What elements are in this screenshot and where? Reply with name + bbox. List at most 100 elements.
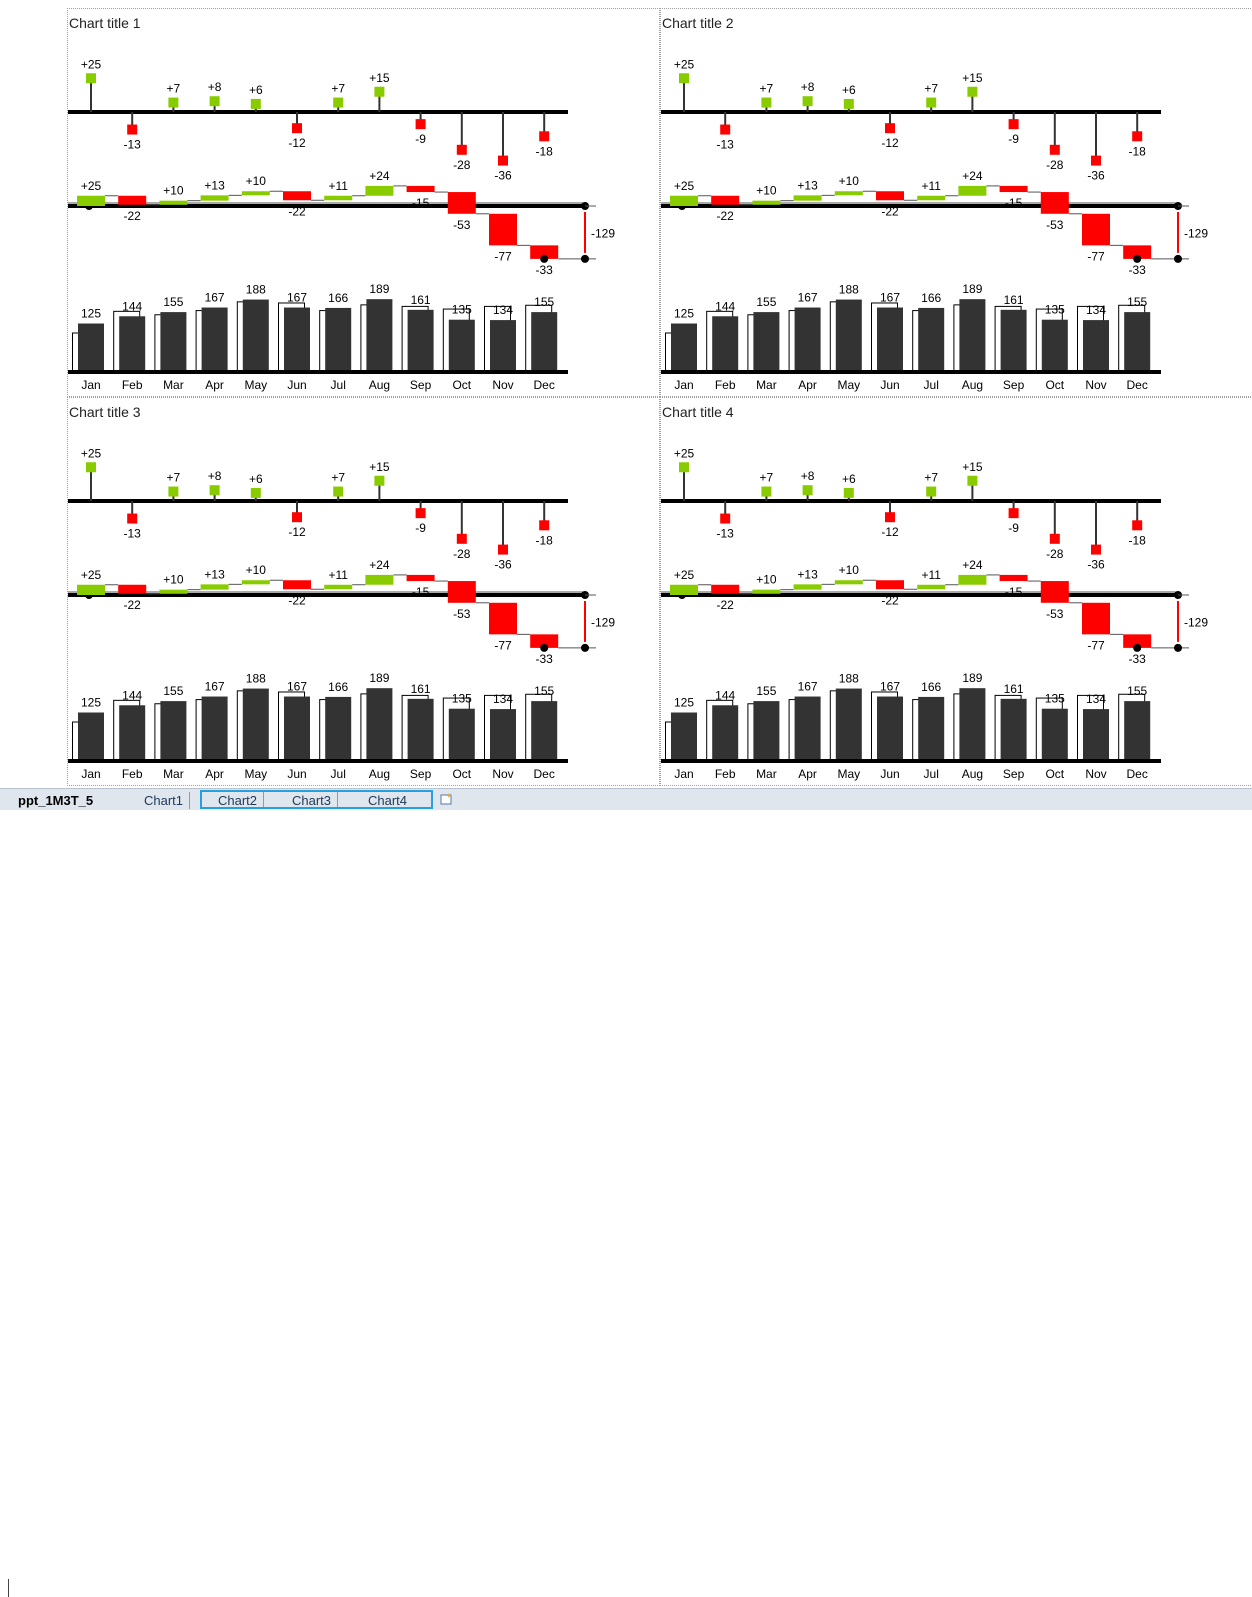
variance-label: +7	[924, 471, 938, 485]
actual-bar	[366, 688, 393, 760]
total-label: -129	[1184, 615, 1208, 629]
variance-label: +15	[962, 71, 983, 85]
cumulative-label: +24	[962, 169, 983, 183]
cumulative-label: -22	[717, 598, 735, 612]
chart-panel-1[interactable]: Chart title 1 +25 -13 +7 +8 +6 -12 +7 +15 -9 -28 -…	[67, 8, 660, 397]
value-label: 144	[122, 688, 142, 702]
month-label: Nov	[492, 378, 513, 392]
variance-marker	[127, 124, 138, 135]
chart-canvas: +25 -13 +7 +8 +6 -12 +7 +15 -9 -28 -36 -18 +25 -22 +10…	[661, 446, 1208, 781]
tab-chart1[interactable]: Chart1	[138, 792, 191, 809]
cumulative-label: -22	[881, 593, 899, 607]
cumulative-bar	[241, 580, 270, 585]
value-label: 166	[921, 680, 941, 694]
variance-label: +7	[167, 471, 181, 485]
tab-chart3[interactable]: Chart3	[286, 792, 339, 809]
variance-marker	[679, 462, 689, 473]
value-label: 167	[798, 291, 818, 305]
total-bottom-dot	[581, 254, 589, 263]
cumulative-label: +24	[369, 558, 390, 572]
variance-marker	[679, 73, 689, 84]
value-label: 166	[921, 291, 941, 305]
cumulative-bar	[200, 195, 229, 201]
month-label: Dec	[534, 767, 555, 781]
variance-label: -18	[1129, 144, 1147, 158]
cumulative-bar	[917, 584, 946, 590]
variance-label: -36	[1087, 558, 1105, 572]
cumulative-label: +10	[246, 563, 267, 577]
cumulative-label: -53	[453, 218, 471, 232]
value-label: 161	[411, 682, 431, 696]
actual-bar	[160, 701, 187, 760]
cumulative-bar	[530, 634, 559, 648]
variance-label: +15	[369, 460, 390, 474]
total-bottom-dot	[581, 643, 589, 652]
value-label: 189	[369, 671, 389, 685]
value-label: 135	[452, 692, 472, 706]
actual-bar	[242, 299, 269, 371]
cumulative-label: -22	[288, 593, 306, 607]
chart-panel-4[interactable]: Chart title 4 +25 -13 +7 +8 +6 -12 +7 +15 -9 -28 -…	[660, 397, 1252, 786]
variance-marker	[86, 462, 96, 473]
cumulative-label: -53	[1046, 218, 1064, 232]
actual-bar	[201, 696, 228, 760]
month-label: Jun	[287, 767, 306, 781]
variance-marker	[209, 485, 220, 496]
cumulative-label: -77	[494, 249, 512, 263]
month-label: May	[837, 378, 860, 392]
variance-marker	[292, 123, 302, 134]
value-label: 161	[1004, 293, 1024, 307]
actual-bar	[284, 696, 310, 760]
value-label: 125	[81, 307, 101, 321]
cumulative-label: -15	[412, 585, 430, 599]
cumulative-bar	[530, 245, 559, 259]
variance-marker	[250, 487, 261, 498]
month-label: Apr	[205, 767, 224, 781]
actual-bar	[78, 712, 104, 760]
worksheet-area[interactable]: Chart title 1 +25 -13 +7 +8 +6 -12 +7 +15 -9 -28 -…	[0, 0, 1252, 788]
variance-label: -12	[288, 525, 306, 539]
variance-label: +8	[801, 469, 815, 483]
actual-bar	[160, 312, 187, 371]
actual-bar	[835, 688, 862, 760]
month-label: May	[837, 767, 860, 781]
cumulative-bar	[711, 584, 740, 594]
new-sheet-icon[interactable]	[440, 792, 454, 806]
tab-chart4[interactable]: Chart4	[368, 793, 408, 808]
cumulative-bar	[447, 192, 476, 214]
actual-bar	[119, 316, 146, 371]
cumulative-bar	[670, 195, 698, 206]
chart-panel-2[interactable]: Chart title 2 +25 -13 +7 +8 +6 -12 +7 +15 -9 -28 -…	[660, 8, 1252, 397]
total-bottom-dot	[1174, 643, 1182, 652]
month-label: Mar	[163, 378, 184, 392]
cumulative-label: +24	[962, 558, 983, 572]
variance-label: +25	[674, 446, 695, 460]
chart-title: Chart title 4	[662, 404, 734, 420]
value-label: 188	[246, 283, 266, 297]
cumulative-label: -33	[1129, 652, 1147, 666]
cumulative-label: +10	[839, 174, 860, 188]
variance-marker	[1091, 155, 1101, 166]
tab-chart2[interactable]: Chart2	[212, 792, 265, 809]
value-label: 155	[534, 295, 554, 309]
variance-marker	[374, 475, 385, 486]
variance-label: +8	[208, 469, 222, 483]
cumulative-label: -77	[494, 638, 512, 652]
tab-ppt-1m3t-5[interactable]: ppt_1M3T_5	[18, 793, 94, 808]
variance-marker	[761, 97, 772, 108]
variance-label: -28	[1046, 547, 1064, 561]
variance-label: -18	[536, 533, 554, 547]
variance-label: -13	[124, 138, 142, 152]
chart-canvas: +25 -13 +7 +8 +6 -12 +7 +15 -9 -28 -36 -18 +25 -22 +10…	[68, 446, 615, 781]
month-label: Mar	[163, 767, 184, 781]
month-label: Jan	[674, 378, 693, 392]
actual-bar	[918, 307, 945, 371]
cumulative-bar	[159, 200, 188, 205]
variance-marker	[292, 512, 302, 523]
cumulative-label: -77	[1087, 249, 1105, 263]
cumulative-label: +11	[921, 179, 941, 193]
chart-panel-3[interactable]: Chart title 3 +25 -13 +7 +8 +6 -12 +7 +15 -9 -28 -…	[67, 397, 660, 786]
month-label: Aug	[962, 767, 983, 781]
actual-bar	[753, 701, 780, 760]
value-label: 125	[674, 307, 694, 321]
